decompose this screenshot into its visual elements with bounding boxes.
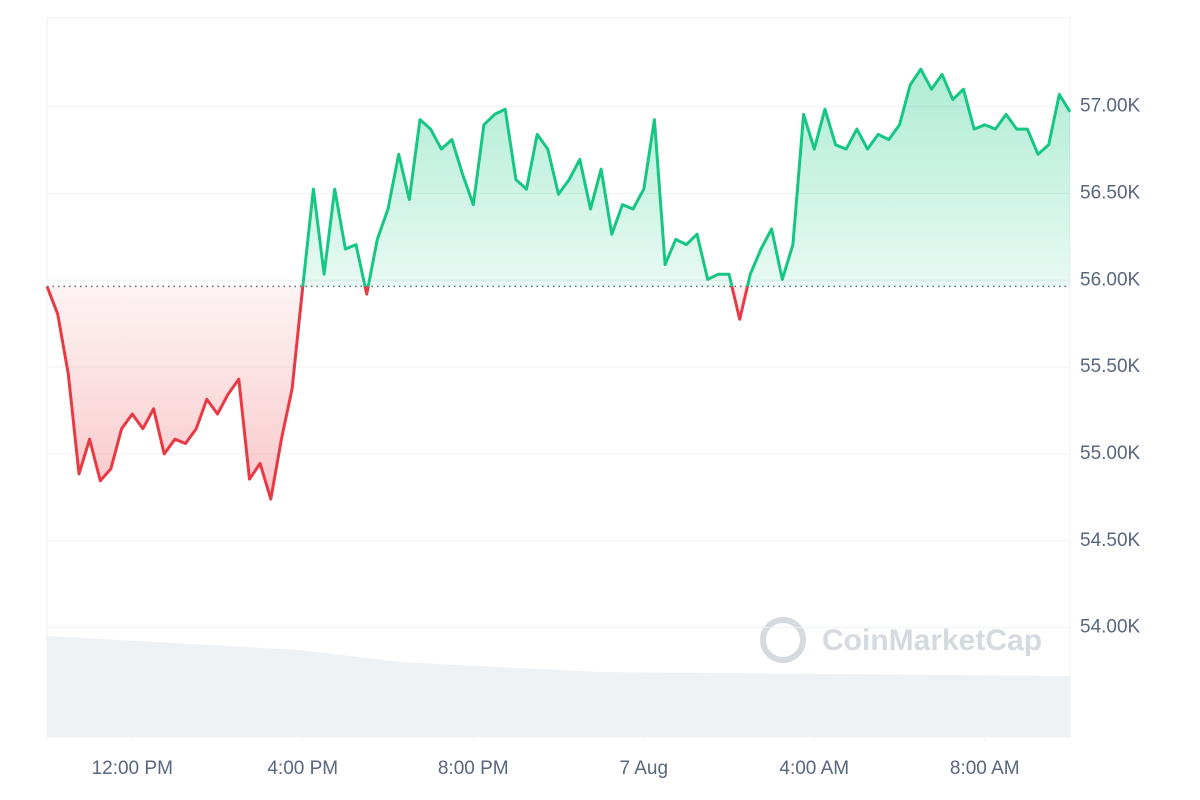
y-tick-label: 56.00K <box>1080 269 1141 290</box>
y-tick-label: 54.00K <box>1080 617 1141 638</box>
x-tick-label: 8:00 AM <box>950 758 1020 779</box>
watermark: CoinMarketCap <box>760 617 1042 663</box>
y-tick-label: 55.50K <box>1080 356 1141 377</box>
y-tick-label: 56.50K <box>1080 182 1141 203</box>
price-line <box>45 67 1072 501</box>
watermark-text: CoinMarketCap <box>822 624 1042 657</box>
y-tick-label: 55.00K <box>1080 443 1141 464</box>
x-tick-label: 8:00 PM <box>438 758 509 779</box>
x-tick-label: 4:00 PM <box>267 758 338 779</box>
x-tick-label: 12:00 PM <box>92 758 173 779</box>
y-tick-label: 54.50K <box>1080 530 1141 551</box>
price-area <box>47 69 1070 500</box>
y-tick-label: 57.00K <box>1080 96 1141 117</box>
x-tick-label: 4:00 AM <box>779 758 849 779</box>
watermark-logo <box>760 617 806 663</box>
volume-backdrop <box>47 636 1070 737</box>
x-tick-label: 7 Aug <box>619 758 668 779</box>
